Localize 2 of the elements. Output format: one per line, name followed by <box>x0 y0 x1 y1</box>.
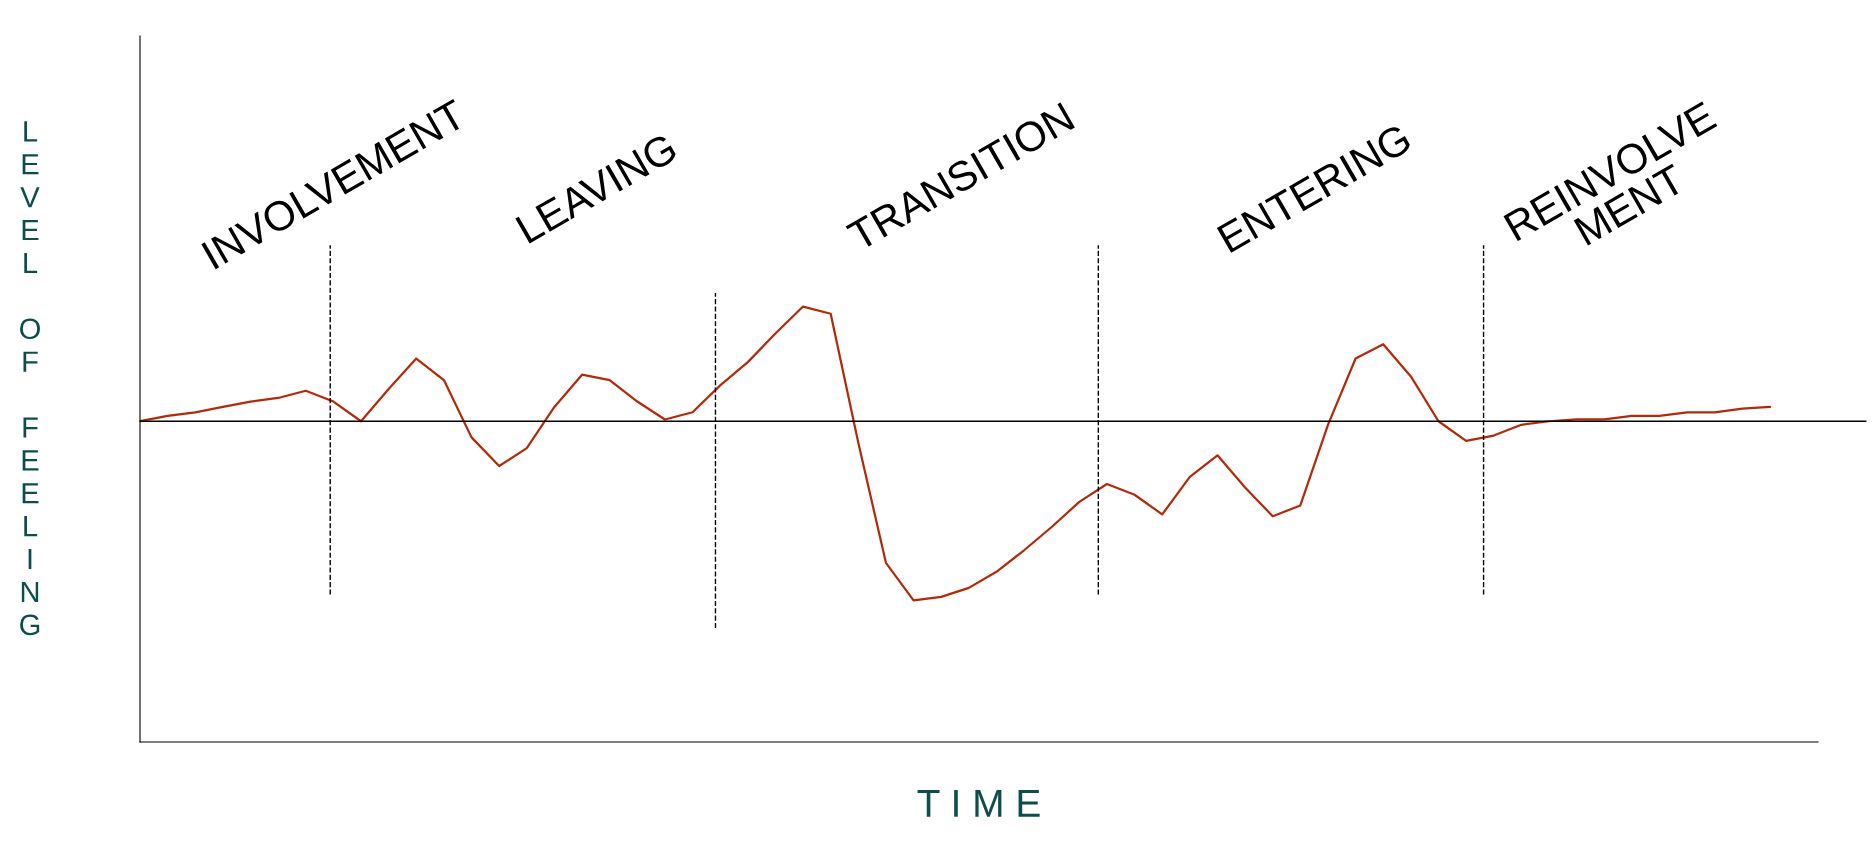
text: LEVEL OF FEELING <box>20 121 40 636</box>
x-axis-title: T I M E <box>917 789 1040 817</box>
